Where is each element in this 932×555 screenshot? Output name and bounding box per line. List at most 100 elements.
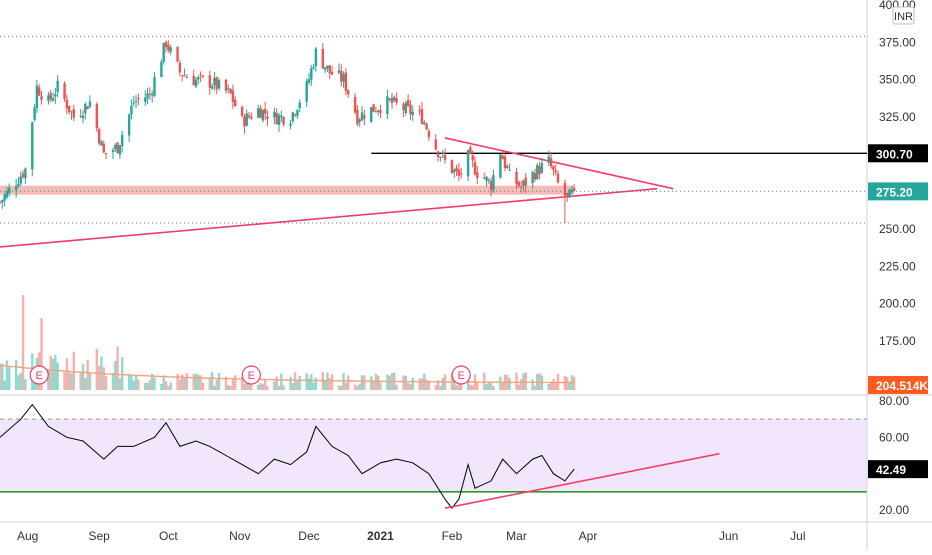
- time-axis-label: Nov: [229, 529, 250, 543]
- volume-bar: [229, 385, 232, 390]
- price-trendline-1: [0, 187, 658, 248]
- volume-bar: [395, 384, 398, 390]
- candle-body: [388, 99, 391, 101]
- volume-bar: [137, 379, 140, 390]
- candle-body: [282, 117, 285, 125]
- time-axis-label: Aug: [17, 529, 38, 543]
- volume-bar: [425, 379, 428, 390]
- candle-body: [14, 186, 18, 191]
- volume-bar: [358, 383, 361, 390]
- candle-body: [19, 176, 22, 184]
- candle-body: [321, 48, 325, 69]
- volume-bar: [104, 376, 108, 390]
- earnings-marker[interactable]: [29, 365, 49, 385]
- candle-body: [197, 76, 200, 80]
- candle-body: [24, 168, 27, 179]
- volume-bar: [70, 373, 73, 390]
- currency-label: INR: [894, 11, 913, 23]
- candle-body: [5, 190, 9, 198]
- candle-body: [307, 79, 311, 83]
- volume-bar: [51, 358, 55, 390]
- candle-body: [293, 114, 297, 116]
- candle-body: [395, 98, 398, 103]
- candle-body: [457, 169, 461, 176]
- candle-body: [531, 172, 534, 183]
- volume-bar: [1, 363, 4, 390]
- candle-body: [17, 183, 20, 187]
- volume-bar: [19, 373, 22, 390]
- volume-bar: [148, 380, 152, 390]
- candle-body: [538, 166, 541, 175]
- candle-body: [104, 152, 108, 154]
- volume-value-tag-bg: [868, 376, 928, 394]
- volume-bar: [102, 367, 105, 390]
- candle-body: [229, 88, 232, 93]
- candle-body: [547, 156, 550, 163]
- volume-bar: [111, 372, 115, 390]
- volume-bar: [340, 385, 343, 390]
- candle-body: [450, 159, 454, 174]
- volume-bar: [118, 377, 122, 390]
- volume-bar: [247, 382, 251, 390]
- volume-bar: [263, 378, 267, 390]
- candle-body: [65, 99, 69, 109]
- volume-bar: [370, 376, 373, 390]
- candle-body: [353, 96, 357, 113]
- candle-body: [326, 65, 329, 69]
- candle-body: [213, 77, 216, 86]
- candle-body: [310, 68, 313, 80]
- volume-bar: [72, 351, 75, 390]
- candle-body: [259, 108, 262, 119]
- earnings-marker[interactable]: [241, 365, 261, 385]
- candle-body: [224, 79, 228, 91]
- candle-body: [469, 147, 472, 154]
- candle-body: [312, 67, 315, 69]
- volume-bar: [134, 374, 138, 390]
- candle-body: [243, 116, 246, 127]
- volume-bar: [376, 375, 380, 390]
- volume-bar: [360, 375, 364, 390]
- candle-body: [386, 96, 389, 115]
- time-axis-label: 2021: [367, 529, 394, 543]
- candle-body: [372, 104, 375, 112]
- candle-body: [70, 111, 73, 113]
- volume-bar: [17, 375, 20, 390]
- volume-bar: [404, 375, 408, 390]
- volume-bar: [56, 362, 59, 390]
- candle-body: [245, 113, 248, 126]
- candle-body: [56, 80, 59, 93]
- candle-body: [572, 188, 576, 192]
- volume-bar: [114, 360, 117, 390]
- candle-body: [192, 75, 195, 86]
- time-axis-label: Sep: [88, 529, 110, 543]
- candle-body: [423, 122, 426, 125]
- candle-body: [374, 111, 378, 113]
- candle-body: [8, 187, 11, 193]
- volume-bar: [402, 375, 405, 390]
- candle-body: [524, 177, 527, 186]
- volume-bar: [296, 380, 299, 390]
- volume-bar: [441, 377, 444, 390]
- volume-bar: [434, 384, 438, 390]
- volume-bar: [554, 382, 557, 390]
- candle-body: [273, 111, 276, 118]
- volume-bar: [298, 375, 301, 390]
- volume-bar: [323, 380, 327, 390]
- volume-bar: [459, 383, 463, 390]
- candle-body: [568, 189, 571, 198]
- candle-body: [79, 115, 82, 117]
- candle-body: [180, 75, 184, 77]
- volume-bar: [150, 373, 154, 390]
- candle-body: [127, 114, 131, 136]
- candle-body: [280, 115, 283, 118]
- candle-body: [323, 67, 327, 70]
- volume-bar: [282, 385, 285, 390]
- candle-body: [130, 106, 133, 115]
- time-axis-label: Oct: [159, 529, 178, 543]
- level-value-tag-bg: [868, 144, 928, 163]
- currency-badge[interactable]: [892, 6, 915, 25]
- earnings-marker[interactable]: [451, 365, 471, 385]
- candle-body: [420, 109, 424, 124]
- volume-bar: [132, 380, 135, 390]
- candle-body: [35, 85, 39, 109]
